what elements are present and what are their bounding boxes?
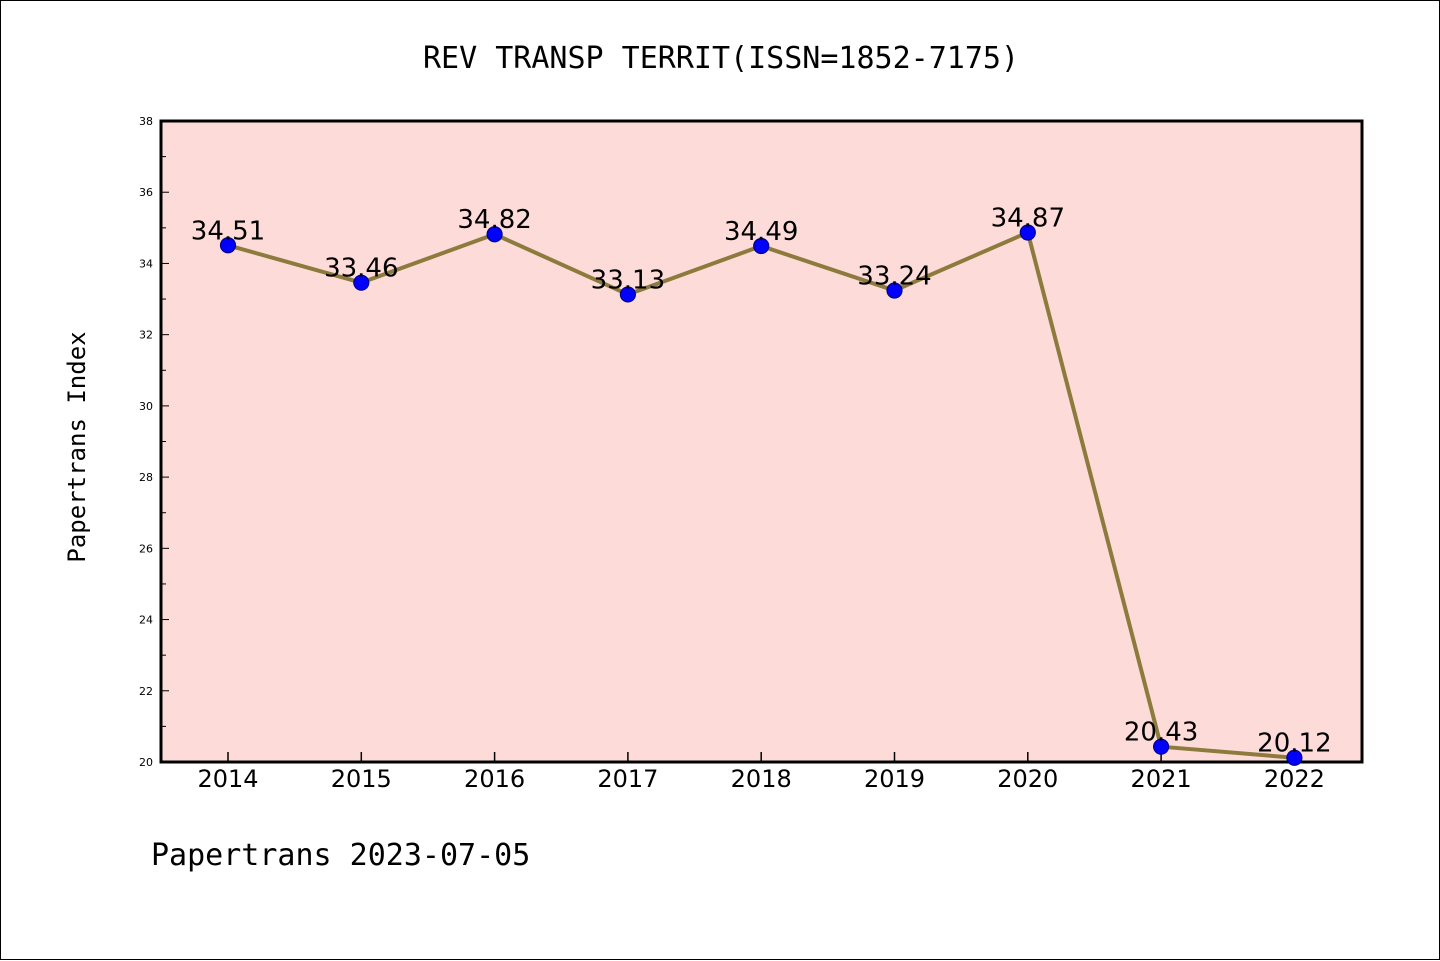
data-label-2016: 34.82 — [457, 205, 531, 235]
y-tick-label: 38 — [139, 115, 153, 128]
data-label-2021: 20.43 — [1124, 718, 1198, 748]
data-point-2016 — [486, 226, 503, 243]
data-point-2014 — [219, 237, 237, 254]
y-tick-label: 36 — [139, 186, 153, 199]
y-tick-label: 34 — [139, 257, 153, 270]
data-point-2018 — [753, 237, 770, 255]
x-axis: 2014 2015 2016 2017 2018 2019 2020 2021 2022 — [197, 752, 1325, 793]
data-point-2019 — [886, 282, 903, 299]
x-tick-label: 2021 — [1131, 765, 1192, 793]
data-label-2015: 33.46 — [324, 254, 398, 284]
y-tick-label: 20 — [139, 756, 153, 769]
y-tick-label: 32 — [139, 329, 153, 342]
data-point-2017 — [619, 286, 637, 303]
data-point-2022 — [1286, 749, 1303, 766]
x-tick-label: 2015 — [331, 765, 392, 793]
data-label-2018: 34.49 — [724, 217, 798, 247]
data-label-2019: 33.24 — [857, 262, 931, 292]
data-point-2021 — [1152, 738, 1170, 755]
data-point-2015 — [353, 274, 370, 291]
y-tick-label: 22 — [139, 685, 153, 698]
y-tick-label: 26 — [139, 542, 153, 555]
x-tick-label: 2014 — [197, 765, 258, 793]
y-tick-label: 28 — [139, 471, 153, 484]
footer-date: Papertrans 2023-07-05 — [151, 838, 530, 873]
y-tick-label: 24 — [139, 614, 153, 627]
x-tick-label: 2017 — [597, 765, 658, 793]
x-tick-label: 2016 — [464, 765, 525, 793]
x-tick-label: 2020 — [997, 765, 1058, 793]
data-label-2014: 34.51 — [191, 216, 265, 246]
data-point-2020 — [1019, 224, 1036, 241]
data-labels: 34.51 33.46 34.82 33.13 34.49 33.24 34.87 20.43… — [191, 203, 1332, 758]
y-axis: 20 22 24 26 28 30 32 34 36 38 — [139, 115, 169, 769]
data-label-2022: 20.12 — [1257, 729, 1331, 759]
x-tick-label: 2022 — [1264, 765, 1325, 793]
y-tick-label: 30 — [139, 400, 153, 413]
plot-area — [159, 119, 1364, 764]
chart-title: REV TRANSP TERRIT(ISSN=1852-7175) — [423, 41, 1019, 76]
y-axis-label: Papertrans Index — [63, 331, 91, 562]
x-tick-label: 2019 — [864, 765, 925, 793]
data-markers — [219, 224, 1303, 766]
x-tick-label: 2018 — [731, 765, 792, 793]
data-label-2017: 33.13 — [591, 265, 665, 295]
data-label-2020: 34.87 — [991, 203, 1065, 233]
